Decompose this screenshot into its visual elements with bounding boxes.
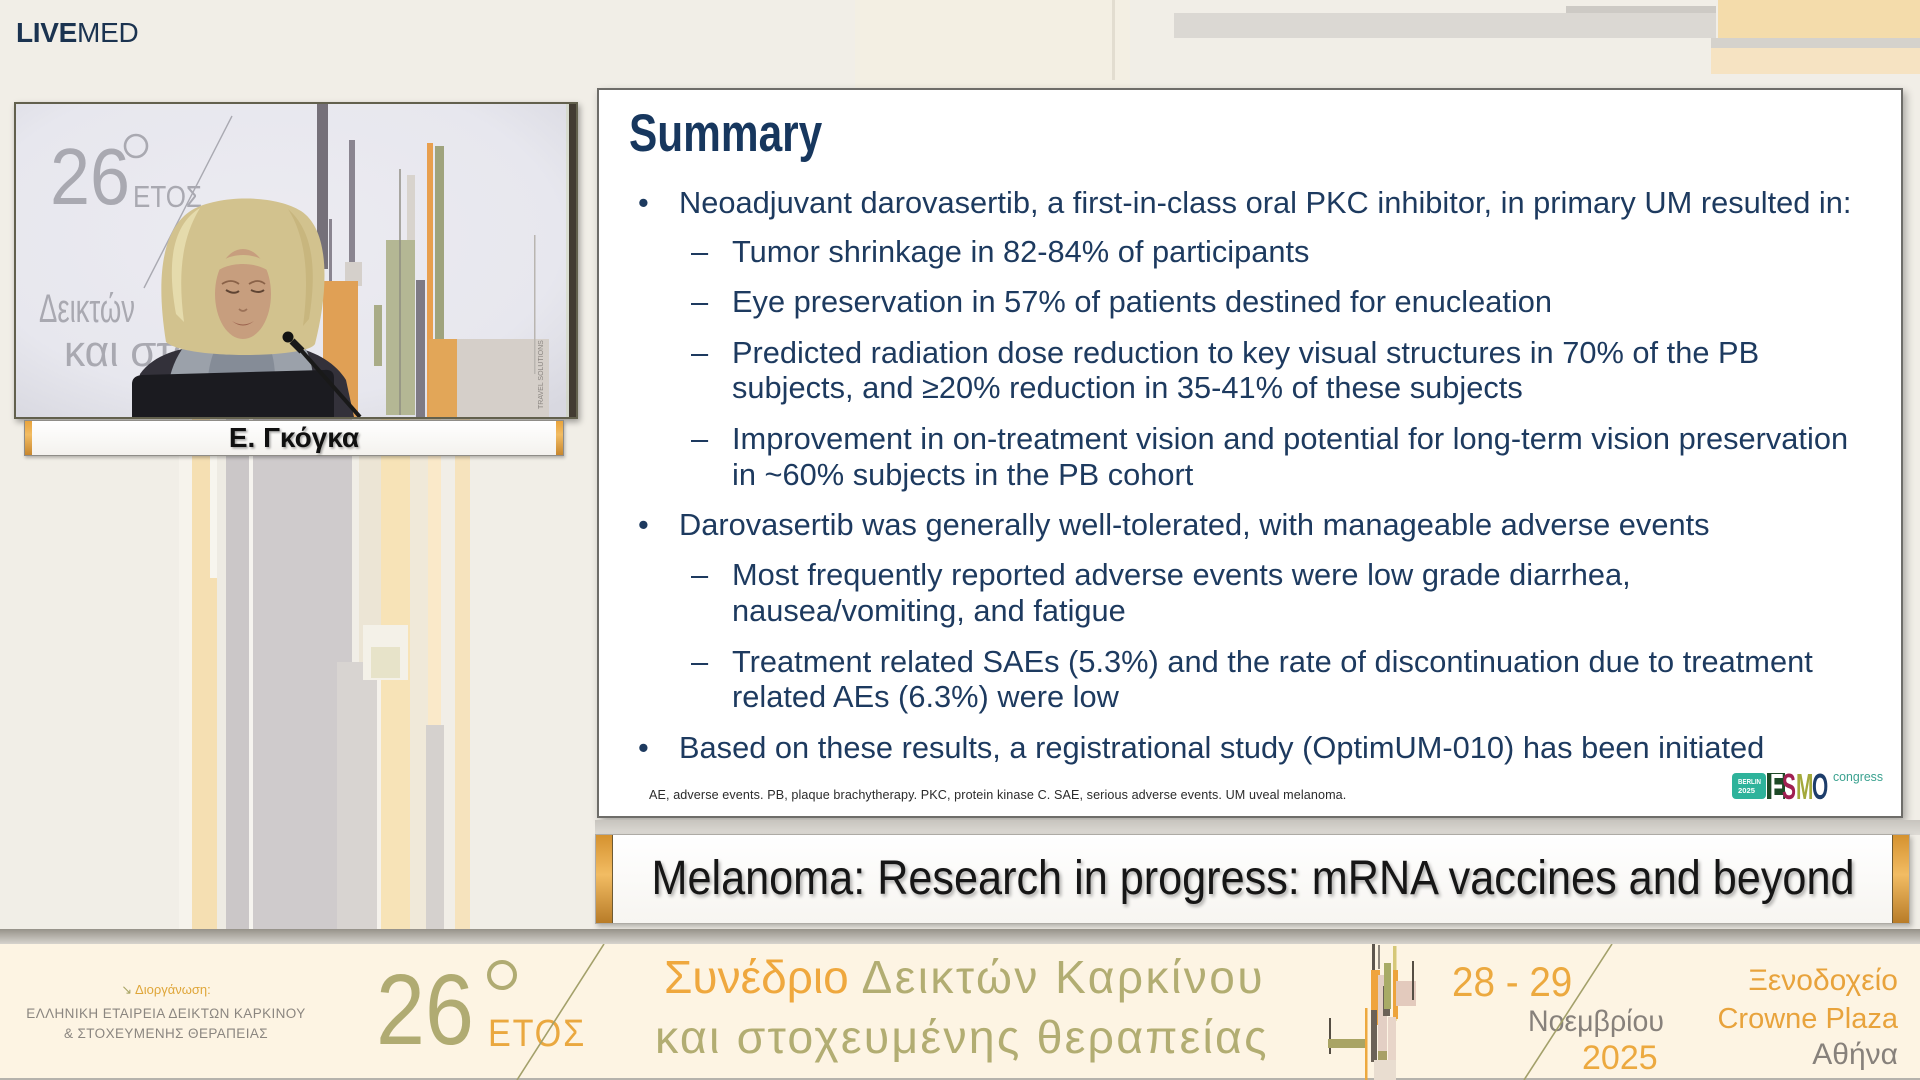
svg-text:S: S — [1782, 767, 1796, 807]
svg-text:congress: congress — [1833, 769, 1883, 784]
svg-text:M: M — [1796, 767, 1813, 807]
svg-text:ΕΤΟΣ: ΕΤΟΣ — [133, 179, 202, 214]
svg-text:TRAVEL SOLUTIONS: TRAVEL SOLUTIONS — [538, 340, 545, 409]
svg-text:O: O — [1812, 767, 1828, 807]
svg-text:Δεικτών: Δεικτών — [39, 287, 135, 331]
svg-text:BERLIN: BERLIN — [1738, 777, 1761, 786]
svg-text:E: E — [1770, 767, 1784, 807]
svg-text:2025: 2025 — [1738, 786, 1755, 795]
svg-text:26: 26 — [50, 132, 130, 221]
